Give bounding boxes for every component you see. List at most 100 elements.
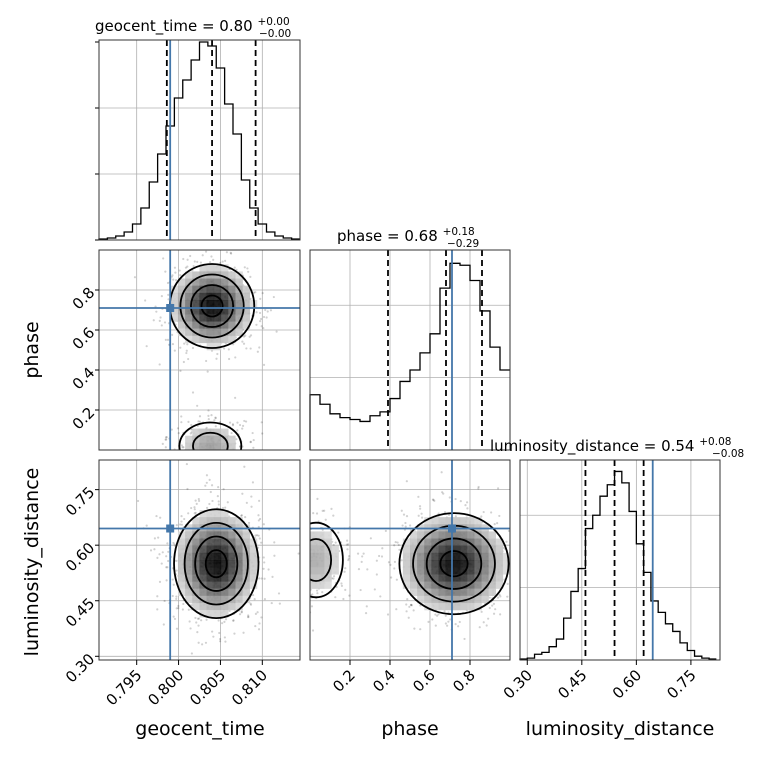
- density-cell: [445, 552, 454, 561]
- sample-point: [238, 234, 240, 236]
- density-cell: [474, 567, 482, 575]
- sample-point: [310, 605, 314, 608]
- sample-point: [213, 419, 216, 422]
- density-cell: [235, 314, 243, 322]
- density-cell: [495, 552, 504, 561]
- density-cell: [199, 292, 207, 301]
- density-cell: [185, 300, 193, 308]
- histogram-luminosity_distance: [519, 470, 717, 660]
- sample-point: [380, 555, 384, 558]
- sample-point: [186, 343, 189, 346]
- frame-phase: [309, 249, 511, 451]
- density-cell: [185, 328, 193, 337]
- contour-line: [183, 521, 249, 606]
- density-cell: [249, 567, 258, 575]
- density-cell: [192, 538, 200, 547]
- sample-point: [221, 622, 224, 625]
- sample-point: [531, 520, 533, 522]
- density-cell: [213, 435, 222, 444]
- density-cell: [431, 538, 439, 547]
- contour-line: [179, 273, 245, 339]
- sample-point: [160, 324, 163, 327]
- sample-point: [348, 555, 351, 558]
- ytick-luminosity_distance: 0.30: [62, 650, 98, 686]
- density-cell: [445, 581, 454, 589]
- density-cell: [242, 307, 251, 315]
- sample-point: [194, 499, 197, 502]
- sample-point: [499, 595, 502, 598]
- sample-point: [160, 562, 163, 565]
- density-cell: [235, 538, 243, 547]
- contour-line: [439, 550, 469, 578]
- density-cell: [242, 588, 251, 597]
- sample-point: [264, 308, 267, 312]
- sample-point: [250, 495, 253, 498]
- density-cell: [206, 517, 215, 525]
- density-cell: [481, 560, 489, 568]
- contour-line: [194, 535, 239, 592]
- sample-point: [173, 266, 177, 269]
- sample-point: [186, 258, 189, 261]
- sample-point: [232, 619, 235, 622]
- sample-point: [213, 461, 215, 463]
- sample-point: [246, 267, 249, 270]
- ytick-phase: 0.6: [69, 324, 99, 354]
- sample-point: [262, 567, 265, 570]
- contour-line: [178, 421, 243, 450]
- sample-point: [156, 463, 158, 465]
- density-cell: [438, 531, 447, 539]
- density-cell: [221, 531, 229, 539]
- sample-point: [250, 455, 252, 457]
- sample-point: [211, 474, 213, 476]
- sample-point: [404, 525, 407, 528]
- sample-point: [408, 605, 411, 608]
- frame-pair: [309, 459, 511, 661]
- density-cell: [199, 442, 207, 450]
- density-cell: [424, 595, 432, 604]
- sample-point: [433, 499, 436, 502]
- density-cell: [467, 531, 475, 539]
- sample-point: [187, 608, 190, 611]
- title-geocent-time-minus: −0.00: [259, 28, 291, 40]
- density-cell: [310, 545, 318, 554]
- density-cell: [474, 595, 482, 604]
- sample-point: [278, 523, 280, 525]
- sample-point: [236, 473, 238, 475]
- sample-point: [251, 481, 255, 484]
- density-cell: [438, 560, 447, 568]
- sample-point: [230, 252, 233, 255]
- density-cell: [199, 552, 207, 561]
- density-cell: [192, 595, 200, 604]
- density-cell: [206, 567, 215, 575]
- sample-point: [205, 359, 208, 363]
- density-cell: [331, 545, 339, 554]
- sample-point: [311, 593, 314, 596]
- density-cell: [452, 560, 461, 568]
- sample-point: [208, 471, 210, 473]
- density-cell: [452, 517, 461, 525]
- sample-point: [182, 257, 185, 261]
- density-cell: [199, 264, 207, 272]
- sample-point: [187, 512, 190, 515]
- density-cell: [438, 517, 447, 525]
- sample-point: [485, 624, 488, 627]
- sample-point: [340, 584, 344, 587]
- sample-point: [217, 503, 220, 506]
- density-cell: [228, 335, 236, 344]
- sample-point: [223, 620, 226, 623]
- sample-point: [419, 628, 422, 631]
- sample-point: [431, 618, 434, 621]
- sample-point: [257, 514, 260, 517]
- density-cell: [213, 314, 222, 322]
- sample-point: [171, 594, 174, 598]
- xtick-phase: 0.4: [369, 666, 399, 696]
- sample-point: [387, 561, 391, 564]
- density-cell: [235, 271, 243, 279]
- density-cell: [467, 560, 475, 568]
- density-cell: [324, 581, 332, 589]
- density-cell: [242, 567, 251, 575]
- sample-point: [303, 514, 305, 516]
- sample-point: [174, 279, 178, 282]
- density-cell: [452, 538, 461, 547]
